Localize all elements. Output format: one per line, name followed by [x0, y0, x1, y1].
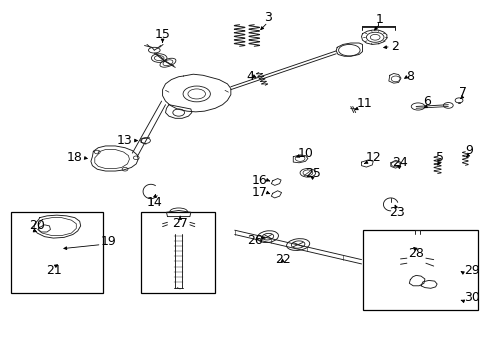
Text: 3: 3 [264, 12, 271, 24]
Text: 8: 8 [406, 69, 413, 82]
Text: 4: 4 [246, 69, 254, 82]
Text: 28: 28 [407, 247, 423, 260]
Text: 2: 2 [390, 40, 398, 53]
Text: 1: 1 [375, 13, 383, 26]
Text: 26: 26 [247, 234, 263, 247]
Text: 5: 5 [435, 151, 443, 164]
Bar [362, 230, 477, 310]
Text: 6: 6 [423, 95, 430, 108]
Text: 27: 27 [172, 216, 188, 230]
Text: 14: 14 [146, 196, 163, 209]
Text: 25: 25 [304, 167, 320, 180]
Text: 17: 17 [251, 186, 267, 199]
Text: 30: 30 [463, 291, 479, 304]
Text: 22: 22 [274, 253, 290, 266]
Text: 23: 23 [388, 207, 404, 220]
Text: 24: 24 [391, 156, 407, 169]
Text: 11: 11 [356, 98, 372, 111]
Text: 29: 29 [463, 264, 479, 277]
Text: 16: 16 [252, 174, 267, 186]
Text: 7: 7 [458, 86, 466, 99]
Text: 15: 15 [154, 28, 170, 41]
Text: 12: 12 [365, 151, 381, 164]
Bar [11, 212, 103, 293]
Text: 20: 20 [29, 219, 45, 233]
Text: 13: 13 [116, 134, 132, 147]
Text: 19: 19 [101, 235, 116, 248]
Bar [141, 212, 215, 293]
Text: 21: 21 [46, 264, 62, 277]
Text: 18: 18 [66, 151, 82, 164]
Text: 9: 9 [464, 144, 472, 157]
Text: 10: 10 [298, 147, 313, 159]
